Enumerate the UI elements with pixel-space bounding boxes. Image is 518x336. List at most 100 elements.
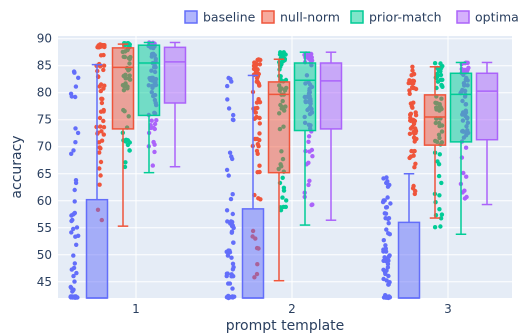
data-point (76, 75, 81, 81)
y-tick-label: 90 (37, 32, 52, 46)
x-axis-title: prompt template (226, 318, 345, 334)
data-point (125, 142, 131, 148)
box-null-norm-1 (111, 43, 135, 227)
data-point (283, 204, 288, 210)
data-point (72, 261, 78, 266)
data-point (254, 114, 259, 120)
data-point (411, 153, 416, 158)
data-point (69, 230, 74, 235)
data-point (439, 212, 445, 217)
data-point (73, 84, 79, 89)
data-point (413, 113, 419, 118)
data-point (386, 231, 391, 236)
data-point (99, 100, 105, 106)
data-point (152, 121, 158, 127)
legend-item-null-norm[interactable]: null-norm (261, 10, 340, 25)
data-point (230, 223, 235, 228)
data-point (74, 270, 79, 276)
data-point (72, 210, 78, 216)
data-point (226, 106, 232, 111)
data-point (284, 198, 289, 203)
data-point (411, 72, 417, 77)
legend-label: optimal (475, 10, 518, 25)
data-point (98, 109, 104, 114)
data-point (98, 159, 104, 165)
data-point (98, 124, 103, 129)
data-point (257, 131, 262, 136)
data-point (255, 142, 260, 147)
data-point (99, 138, 105, 143)
data-point (278, 50, 283, 55)
legend-label: null-norm (280, 10, 340, 25)
data-point (381, 176, 386, 181)
data-point (384, 205, 390, 210)
data-point (466, 65, 471, 71)
data-point (228, 219, 234, 224)
data-point (227, 150, 233, 155)
data-point (228, 76, 233, 82)
data-point (257, 121, 262, 126)
data-point (73, 126, 78, 131)
data-point (440, 84, 445, 90)
data-point (101, 63, 107, 68)
data-point (410, 105, 415, 110)
data-point (71, 253, 76, 258)
data-point (252, 60, 257, 65)
legend-swatch (184, 10, 198, 24)
legend-item-prior-match[interactable]: prior-match (350, 10, 442, 25)
box-null-norm-3 (423, 66, 447, 219)
data-point (99, 129, 104, 134)
y-tick-label: 50 (37, 248, 52, 262)
data-point (306, 134, 312, 139)
iqr-box (423, 94, 447, 146)
data-point (437, 193, 442, 198)
data-point (307, 178, 312, 183)
data-point (123, 160, 128, 165)
data-point (438, 216, 444, 221)
data-point (231, 274, 236, 279)
data-point (411, 121, 417, 126)
data-point (73, 180, 79, 186)
x-tick-label: 3 (444, 302, 452, 316)
data-point (306, 182, 311, 188)
iqr-box (85, 198, 109, 299)
data-point (257, 62, 263, 67)
data-point (98, 88, 104, 94)
data-point (283, 77, 289, 83)
data-point (306, 139, 311, 144)
iqr-box (397, 221, 421, 299)
data-point (100, 44, 105, 49)
legend-item-baseline[interactable]: baseline (184, 10, 256, 25)
data-point (71, 226, 76, 232)
data-point (101, 125, 107, 130)
data-point (381, 276, 386, 282)
legend-label: prior-match (369, 10, 442, 25)
data-point (226, 173, 231, 178)
iqr-box (475, 72, 499, 141)
data-point (100, 96, 105, 102)
data-point (254, 68, 259, 73)
y-tick-label: 75 (37, 113, 52, 127)
data-point (385, 179, 390, 184)
data-point (71, 148, 76, 153)
iqr-box (111, 47, 135, 130)
data-point (224, 208, 230, 213)
x-tick-label: 2 (288, 302, 296, 316)
data-point (382, 255, 387, 260)
data-point (465, 60, 470, 65)
data-point (228, 196, 234, 202)
data-point (230, 261, 236, 266)
legend: baseline null-norm prior-match optimal (184, 10, 518, 25)
data-point (152, 149, 157, 155)
iqr-box (267, 81, 291, 174)
data-point (225, 271, 230, 276)
legend-item-optimal[interactable]: optimal (456, 10, 518, 25)
data-point (437, 152, 442, 157)
data-point (69, 267, 75, 272)
data-point (258, 57, 263, 63)
data-point (127, 148, 132, 153)
data-point (408, 118, 413, 123)
data-point (225, 97, 230, 102)
data-point (385, 184, 391, 189)
data-point (101, 67, 106, 73)
